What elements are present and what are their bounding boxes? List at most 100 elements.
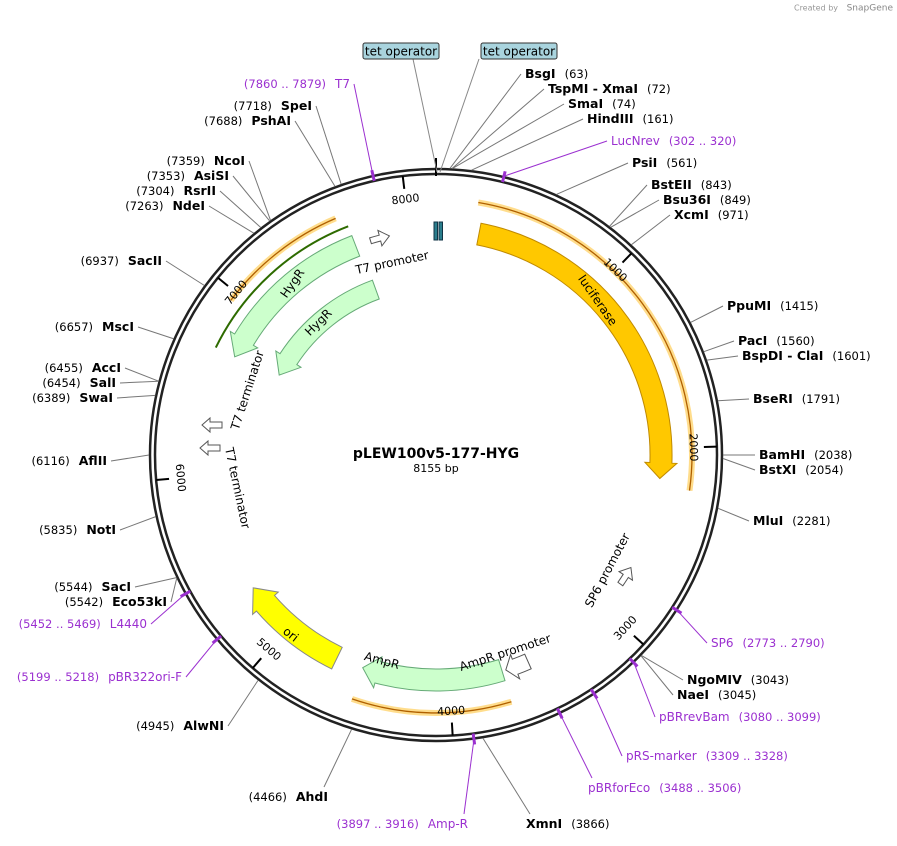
enzyme-site: (6455) — [45, 361, 83, 375]
primer-range: (3897 .. 3916) — [337, 817, 419, 831]
leader-line — [186, 640, 216, 677]
enzyme-name: BseRI — [753, 391, 793, 406]
enzyme-site: (3043) — [751, 673, 789, 687]
primer-label: pBRforEco (3488 .. 3506) — [588, 781, 741, 795]
enzyme-site: (6389) — [32, 391, 70, 405]
enzyme-label: (6454) SalI — [42, 375, 116, 390]
enzyme-site: (7718) — [234, 99, 272, 113]
enzyme-name: HindIII — [587, 111, 634, 126]
enzyme-label: BspDI - ClaI(1601) — [742, 348, 871, 363]
enzyme-site: (5835) — [39, 523, 77, 537]
primer-range: (2773 .. 2790) — [743, 636, 825, 650]
enzyme-label: (5835) NotI — [39, 522, 116, 537]
leader-line — [452, 89, 544, 168]
enzyme-site: (6454) — [42, 376, 80, 390]
enzyme-name: NgoMIV — [687, 672, 742, 687]
enzyme-site: (843) — [701, 178, 732, 192]
leader-line — [610, 185, 647, 226]
enzyme-label: XcmI (971) — [674, 207, 749, 222]
leader-line — [171, 578, 177, 602]
leader-line — [166, 261, 204, 285]
enzyme-site: (971) — [718, 208, 749, 222]
enzyme-label: (5542)Eco53kI — [65, 594, 167, 609]
tick-mark — [623, 253, 632, 262]
primer-label: (7860 .. 7879)T7 — [244, 77, 350, 91]
leader-line — [228, 680, 258, 726]
promoter-arrow — [618, 568, 633, 586]
enzyme-name: NaeI — [677, 687, 709, 702]
enzyme-label: NgoMIV (3043) — [687, 672, 789, 687]
enzyme-site: (7304) — [136, 184, 174, 198]
enzyme-name: XmnI — [526, 816, 562, 831]
enzyme-site: (7688) — [204, 114, 242, 128]
primer-name: SP6 — [711, 636, 734, 650]
enzyme-name: MluI — [753, 513, 783, 528]
leader-line — [453, 104, 564, 168]
leader-line — [704, 341, 734, 352]
enzyme-label: PsiI(561) — [632, 155, 697, 170]
enzyme-label: (7353)AsiSI — [147, 168, 229, 183]
enzyme-name: NotI — [86, 522, 116, 537]
primer-name: Amp-R — [428, 817, 468, 831]
enzyme-site: (7353) — [147, 169, 185, 183]
primer-label: pRS-marker(3309 .. 3328) — [626, 749, 788, 763]
enzyme-label: HindIII (161) — [587, 111, 673, 126]
enzyme-label: PacI(1560) — [738, 333, 815, 348]
enzyme-label: BseRI (1791) — [753, 391, 840, 406]
leader-line — [120, 381, 159, 383]
primer-name: pBRforEco — [588, 781, 650, 795]
enzyme-name: BsgI — [525, 66, 556, 81]
brand: SnapGene — [847, 4, 894, 14]
enzyme-site: (4945) — [136, 719, 174, 733]
enzyme-name: MscI — [102, 319, 134, 334]
enzyme-name: BspDI - ClaI — [742, 348, 823, 363]
enzyme-label: (4945) AlwNI — [136, 718, 224, 733]
enzyme-label: (4466)AhdI — [249, 789, 328, 804]
enzyme-label: Bsu36I(849) — [663, 192, 751, 207]
enzyme-site: (5542) — [65, 595, 103, 609]
enzyme-name: AccI — [92, 360, 121, 375]
primer-label: LucNrev(302 .. 320) — [611, 134, 736, 148]
feature-label: AmpR promoter — [458, 631, 553, 674]
enzyme-label: BstEII(843) — [651, 177, 732, 192]
enzyme-site: (161) — [643, 112, 674, 126]
enzyme-site: (4466) — [249, 790, 287, 804]
leader-line — [413, 59, 437, 172]
enzyme-site: (63) — [565, 67, 589, 81]
primer-range: (3488 .. 3506) — [659, 781, 741, 795]
primer-range: (5452 .. 5469) — [19, 617, 101, 631]
leader-line — [556, 163, 628, 194]
feature-label: T7 terminator — [228, 349, 267, 433]
leader-line — [464, 739, 474, 814]
tet-operator-mark — [439, 222, 443, 240]
leader-line — [707, 356, 738, 360]
tick-label: 6000 — [173, 463, 188, 492]
leader-line — [316, 106, 341, 184]
enzyme-name: SalI — [90, 375, 116, 390]
feature-label: T7 terminator — [222, 445, 253, 530]
primer-range: (5199 .. 5218) — [17, 670, 99, 684]
enzyme-label: (7718)SpeI — [234, 98, 312, 113]
primer-mark — [503, 171, 506, 182]
enzyme-name: XcmI — [674, 207, 709, 222]
enzyme-site: (3045) — [718, 688, 756, 702]
enzyme-name: SacI — [102, 579, 132, 594]
primer-label: (3897 .. 3916) Amp-R — [337, 817, 468, 831]
leader-line — [560, 714, 592, 778]
leader-line — [723, 459, 755, 470]
enzyme-name: NcoI — [214, 153, 245, 168]
enzyme-label: (6455) AccI — [45, 360, 121, 375]
enzyme-label: (6937)SacII — [81, 253, 162, 268]
enzyme-label: (7304)RsrII — [136, 183, 216, 198]
primer-name: pBR322ori-F — [108, 670, 182, 684]
enzyme-site: (1791) — [802, 392, 840, 406]
leader-line — [641, 656, 673, 695]
leader-line — [691, 306, 723, 322]
enzyme-name: AlwNI — [183, 718, 224, 733]
leader-line — [611, 200, 659, 227]
primer-name: T7 — [334, 77, 350, 91]
enzyme-label: MluI(2281) — [753, 513, 831, 528]
feature-label: T7 promoter — [353, 248, 430, 277]
enzyme-name: NdeI — [172, 198, 205, 213]
